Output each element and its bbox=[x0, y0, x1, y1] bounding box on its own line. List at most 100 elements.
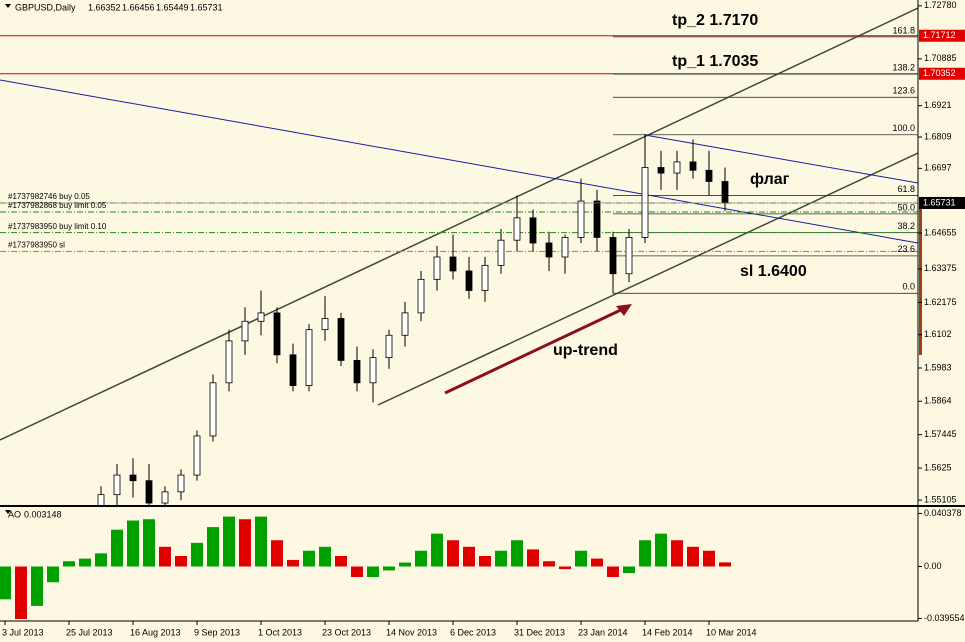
ao-bar bbox=[223, 516, 235, 567]
ao-bar bbox=[159, 546, 171, 567]
header-close: 1.65731 bbox=[190, 2, 223, 12]
price-label-box bbox=[919, 29, 965, 42]
ao-bar bbox=[703, 550, 715, 567]
candle-body bbox=[289, 354, 297, 387]
candle-body bbox=[321, 318, 329, 331]
ao-bar bbox=[543, 561, 555, 567]
candle-body bbox=[225, 340, 233, 384]
ao-bar bbox=[415, 550, 427, 567]
ao-bar bbox=[399, 562, 411, 567]
candle-body bbox=[177, 474, 185, 493]
ao-bar bbox=[623, 566, 635, 574]
ao-bar bbox=[671, 540, 683, 567]
candle-body bbox=[545, 242, 553, 258]
axis-marker bbox=[919, 205, 922, 355]
candle-body bbox=[129, 474, 137, 482]
x-tick-label: 10 Mar 2014 bbox=[706, 627, 757, 637]
ao-bar bbox=[687, 546, 699, 567]
candle-body bbox=[673, 161, 681, 174]
ao-bar bbox=[719, 562, 731, 567]
ao-bar bbox=[143, 519, 155, 567]
x-tick-label: 3 Jul 2013 bbox=[2, 627, 44, 637]
ao-bar bbox=[31, 566, 43, 606]
x-tick-label: 14 Feb 2014 bbox=[642, 627, 693, 637]
ao-bar bbox=[655, 533, 667, 567]
ao-bar bbox=[495, 550, 507, 567]
ao-bar bbox=[111, 529, 123, 567]
ao-bar bbox=[63, 561, 75, 567]
ao-bar bbox=[255, 516, 267, 567]
fibo-label: 100.0 bbox=[892, 123, 915, 133]
fibo-label: 50.0 bbox=[897, 202, 915, 212]
candle-body bbox=[97, 494, 105, 505]
candle-body bbox=[241, 320, 249, 342]
ao-bar bbox=[351, 566, 363, 578]
candle-body bbox=[497, 239, 505, 266]
candle-body bbox=[257, 312, 265, 322]
candle-body bbox=[513, 217, 521, 241]
price-label-box bbox=[919, 196, 965, 209]
order-label: #1737983950 buy limit 0.10 bbox=[8, 222, 107, 231]
x-tick-label: 23 Jan 2014 bbox=[578, 627, 628, 637]
ao-bar bbox=[479, 555, 491, 567]
candle-body bbox=[561, 237, 569, 258]
ao-bar bbox=[79, 558, 91, 567]
y-tick-label: 1.5983 bbox=[924, 362, 952, 372]
ao-bar bbox=[511, 540, 523, 567]
candle-body bbox=[209, 382, 217, 437]
y-tick-label: 1.63375 bbox=[924, 263, 957, 273]
ao-bar bbox=[0, 566, 11, 600]
header-high: 1.66456 bbox=[122, 2, 155, 12]
candle-body bbox=[193, 435, 201, 476]
arrow-head bbox=[616, 304, 632, 316]
price-label-box bbox=[919, 67, 965, 80]
indicator-value: 0.003148 bbox=[24, 509, 62, 519]
ao-bar bbox=[287, 559, 299, 567]
fibo-label: 138.2 bbox=[892, 62, 915, 72]
y-tick-label: 1.57445 bbox=[924, 429, 957, 439]
ao-bar bbox=[431, 533, 443, 567]
candle-body bbox=[433, 256, 441, 280]
ao-bar bbox=[639, 540, 651, 567]
ao-bar bbox=[527, 549, 539, 567]
menu-arrow bbox=[5, 4, 11, 8]
y-tick-label: -0.039554 bbox=[924, 613, 965, 623]
y-tick-label: 1.62175 bbox=[924, 297, 957, 307]
x-tick-label: 1 Oct 2013 bbox=[258, 627, 302, 637]
y-tick-label: 1.6102 bbox=[924, 329, 952, 339]
channel-lower bbox=[377, 152, 918, 406]
fibo-label: 123.6 bbox=[892, 86, 915, 96]
ao-bar bbox=[383, 566, 395, 571]
candle-body bbox=[369, 357, 377, 384]
y-tick-label: 1.55105 bbox=[924, 494, 957, 504]
ao-bar bbox=[191, 542, 203, 567]
ao-bar bbox=[607, 566, 619, 578]
x-tick-label: 9 Sep 2013 bbox=[194, 627, 240, 637]
trend-line bbox=[0, 79, 918, 244]
x-tick-label: 25 Jul 2013 bbox=[66, 627, 113, 637]
candle-body bbox=[449, 256, 457, 272]
candle-body bbox=[273, 312, 281, 356]
annotation: tp_1 1.7035 bbox=[672, 53, 758, 70]
flag-line bbox=[644, 134, 918, 184]
fibo-label: 61.8 bbox=[897, 184, 915, 194]
price-label: 1.70352 bbox=[923, 68, 956, 78]
plot bbox=[0, 35, 918, 505]
ao-bar bbox=[463, 546, 475, 567]
price-label: 1.65731 bbox=[923, 197, 956, 207]
y-tick-label: 1.6921 bbox=[924, 100, 952, 110]
candle-body bbox=[305, 329, 313, 387]
ao-bar bbox=[239, 519, 251, 567]
candle-body bbox=[401, 312, 409, 336]
fibo-label: 23.6 bbox=[897, 244, 915, 254]
candle-body bbox=[705, 169, 713, 182]
ao-bar bbox=[303, 550, 315, 567]
y-tick-label: 0.040378 bbox=[924, 508, 962, 518]
channel-upper bbox=[0, 7, 918, 441]
ao-bar bbox=[271, 540, 283, 567]
ao-bar bbox=[47, 566, 59, 583]
candle-body bbox=[481, 264, 489, 291]
candle-body bbox=[609, 237, 617, 275]
ao-bar bbox=[15, 566, 27, 620]
candle-body bbox=[721, 181, 729, 204]
